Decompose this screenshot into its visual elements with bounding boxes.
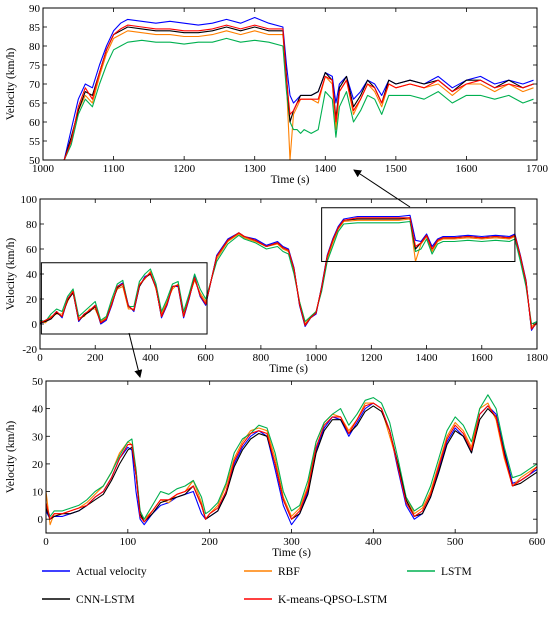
legend-item-lstm: LSTM xyxy=(407,566,472,578)
x-tick-label: 500 xyxy=(447,536,464,548)
x-tick-label: 1500 xyxy=(385,163,408,175)
y-tick-label: 60 xyxy=(29,117,41,129)
legend-label: Actual velocity xyxy=(76,566,147,578)
plot-frame xyxy=(39,198,538,350)
zoom-arrow-top xyxy=(353,169,411,208)
y-tick-label: 20 xyxy=(26,294,38,306)
legend-label: RBF xyxy=(278,566,300,578)
series-line-rbf xyxy=(63,30,534,160)
y-tick-label: 85 xyxy=(29,22,41,34)
y-tick-label: 90 xyxy=(29,3,41,15)
x-tick-label: 1600 xyxy=(471,352,494,364)
x-tick-label: 1400 xyxy=(314,163,337,175)
x-tick-label: 600 xyxy=(197,352,214,364)
y-tick-label: 20 xyxy=(32,459,44,471)
x-tick-label: 1000 xyxy=(32,163,55,175)
series-group xyxy=(46,394,537,526)
x-tick-label: 600 xyxy=(529,536,546,548)
legend-item-rbf: RBF xyxy=(244,566,300,578)
y-tick-label: 40 xyxy=(26,269,38,281)
series-line-lstm xyxy=(46,394,537,520)
y-tick-label: -20 xyxy=(22,344,37,356)
series-line-cnn-lstm xyxy=(46,405,537,523)
y-tick-label: 55 xyxy=(29,136,41,148)
y-tick-label: 60 xyxy=(26,244,38,256)
y-tick-label: 50 xyxy=(32,376,44,388)
x-tick-label: 0 xyxy=(37,352,43,364)
x-axis-label: Time (s) xyxy=(269,363,308,375)
x-tick-label: 1200 xyxy=(173,163,196,175)
x-tick-label: 100 xyxy=(120,536,137,548)
series-line-lstm xyxy=(63,37,534,160)
zoom-box-late xyxy=(321,207,516,262)
x-tick-label: 400 xyxy=(142,352,159,364)
y-tick-label: 75 xyxy=(29,60,41,72)
y-axis-label: Velocity (km/h) xyxy=(5,48,17,121)
x-tick-label: 1000 xyxy=(305,352,328,364)
x-tick-label: 1600 xyxy=(455,163,478,175)
series-group xyxy=(63,16,534,160)
x-tick-label: 200 xyxy=(201,536,218,548)
series-line-k-means-qpso-lstm xyxy=(63,24,534,160)
x-tick-label: 1200 xyxy=(360,352,383,364)
y-tick-label: 80 xyxy=(29,41,41,53)
legend-label: CNN-LSTM xyxy=(76,594,135,606)
y-tick-label: 40 xyxy=(32,404,44,416)
y-tick-label: 0 xyxy=(32,319,38,331)
y-tick-label: 65 xyxy=(29,98,41,110)
x-tick-label: 1300 xyxy=(244,163,267,175)
series-line-rbf xyxy=(40,218,537,328)
x-tick-label: 800 xyxy=(253,352,270,364)
x-tick-label: 1800 xyxy=(526,352,549,364)
x-tick-label: 1100 xyxy=(103,163,125,175)
x-axis-label: Time (s) xyxy=(272,547,311,559)
series-line-lstm xyxy=(40,220,537,325)
y-axis-label: Velocity (km/h) xyxy=(5,238,17,311)
chart-middle: 0 200 400 600 800 1000 1200 1400 1600 1800-200204… xyxy=(5,194,549,375)
y-tick-label: 0 xyxy=(38,514,44,526)
y-tick-label: 70 xyxy=(29,79,41,91)
y-tick-label: 50 xyxy=(29,155,41,167)
zoom-arrow-bottom xyxy=(128,332,143,378)
y-tick-label: 30 xyxy=(32,431,44,443)
y-tick-label: 100 xyxy=(21,194,38,206)
legend-item-k-means-qpso-lstm: K-means-QPSO-LSTM xyxy=(244,594,387,606)
chart-top: 1000 1100 1200 1300 1400 1500 1600 1700 50 55 60 65… xyxy=(5,3,549,186)
x-tick-label: 300 xyxy=(283,536,300,548)
legend-label: LSTM xyxy=(441,566,472,578)
chart-bottom: 0 100 200 300 400 500 600 0 10 20 30 40 50 Time (s) Ve… xyxy=(5,376,546,559)
series-line-k-means-qpso-lstm xyxy=(40,217,537,330)
x-tick-label: 200 xyxy=(87,352,104,364)
plot-frame xyxy=(42,7,538,161)
y-tick-label: 80 xyxy=(26,219,38,231)
x-tick-label: 1700 xyxy=(526,163,549,175)
series-line-cnn-lstm xyxy=(40,217,537,330)
y-tick-label: 10 xyxy=(32,487,44,499)
x-axis-label: Time (s) xyxy=(271,174,310,186)
x-tick-label: 400 xyxy=(365,536,382,548)
series-group xyxy=(40,214,537,331)
y-axis-label: Velocity (km/h) xyxy=(5,421,17,494)
zoom-box-early xyxy=(40,262,208,335)
series-line-actual-velocity xyxy=(40,214,537,331)
series-line-k-means-qpso-lstm xyxy=(46,402,537,523)
legend-item-actual-velocity: Actual velocity xyxy=(42,566,147,578)
x-tick-label: 0 xyxy=(43,536,49,548)
series-line-actual-velocity xyxy=(63,16,534,160)
series-line-actual-velocity xyxy=(46,402,537,526)
legend-item-cnn-lstm: CNN-LSTM xyxy=(42,594,135,606)
legend-label: K-means-QPSO-LSTM xyxy=(278,594,387,606)
series-line-cnn-lstm xyxy=(63,26,534,160)
x-tick-label: 1400 xyxy=(416,352,439,364)
